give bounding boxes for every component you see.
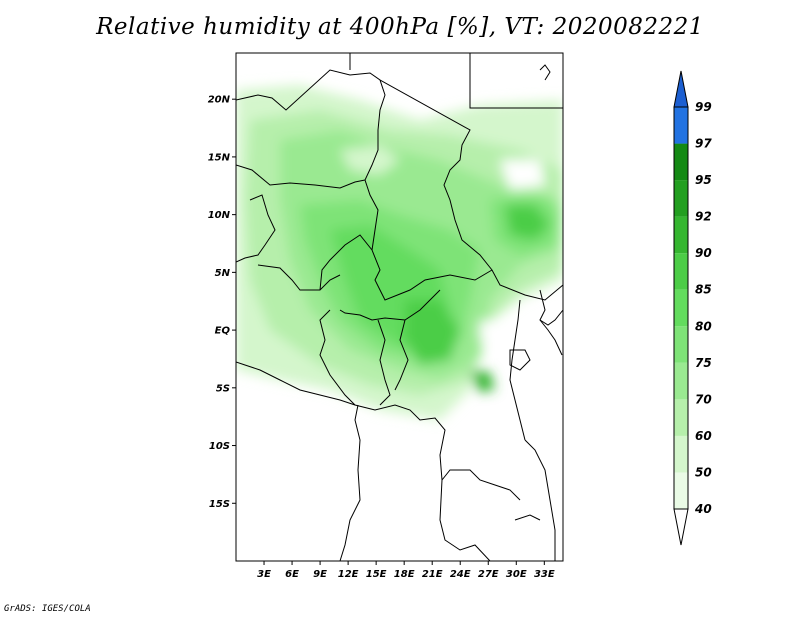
lat-label-15s: 15S: [209, 499, 230, 510]
lat-label-20n: 20N: [208, 95, 231, 106]
colorbar-frame: [673, 106, 689, 510]
lat-label-15n: 15N: [208, 152, 231, 163]
lon-label-33e: 33E: [534, 569, 555, 580]
credit-text: GrADS: IGES/COLA: [4, 604, 91, 614]
colorbar-bin-85: [674, 253, 688, 290]
colorbar-label-50: 50: [695, 465, 712, 479]
colorbar-label-92: 92: [695, 210, 712, 224]
lat-label-10s: 10S: [209, 441, 230, 452]
colorbar-bin-40: [674, 472, 688, 509]
lat-label-eq: EQ: [215, 326, 231, 337]
colorbar-label-90: 90: [695, 246, 712, 260]
lon-label-9e: 9E: [313, 569, 327, 580]
lon-label-27e: 27E: [478, 569, 499, 580]
map-frame: [235, 52, 564, 562]
lon-label-15e: 15E: [366, 569, 387, 580]
colorbar-bin-75: [674, 326, 688, 363]
colorbar-label-75: 75: [695, 356, 712, 370]
colorbar-bin-95: [674, 143, 688, 181]
colorbar-label-85: 85: [695, 283, 712, 297]
lon-label-3e: 3E: [257, 569, 271, 580]
colorbar-label-99: 99: [695, 100, 712, 114]
colorbar-top-arrow: [673, 70, 689, 108]
lon-label-30e: 30E: [506, 569, 527, 580]
colorbar-label-70: 70: [695, 392, 712, 406]
colorbar-bin-90: [674, 216, 688, 254]
colorbar-bin-92: [674, 180, 688, 217]
colorbar-bin-60: [674, 399, 688, 436]
map-title: Relative humidity at 400hPa [%], VT: 202…: [96, 14, 704, 40]
lon-label-18e: 18E: [394, 569, 415, 580]
colorbar-label-80: 80: [695, 319, 712, 333]
colorbar-bin-99: [674, 107, 688, 144]
colorbar-bin-70: [674, 362, 688, 400]
lat-label-5s: 5S: [216, 383, 230, 394]
lon-label-24e: 24E: [450, 569, 471, 580]
colorbar: 40 50 60 70 75 80 85 90 92 95 97 99: [673, 70, 712, 546]
lon-label-6e: 6E: [285, 569, 299, 580]
lon-label-21e: 21E: [422, 569, 443, 580]
colorbar-label-60: 60: [695, 429, 712, 443]
colorbar-bin-50: [674, 435, 688, 473]
latitude-axis: 20N 15N 10N 5N EQ 5S 10S 15S: [208, 95, 236, 510]
lat-label-10n: 10N: [208, 210, 231, 221]
colorbar-label-97: 97: [695, 137, 712, 151]
colorbar-bin-80: [674, 289, 688, 327]
lon-label-12e: 12E: [338, 569, 359, 580]
lat-label-5n: 5N: [215, 268, 231, 279]
colorbar-label-40: 40: [694, 502, 712, 516]
humidity-field: [236, 53, 563, 561]
colorbar-label-95: 95: [695, 173, 712, 187]
colorbar-bottom-arrow: [673, 508, 689, 546]
longitude-axis: 3E 6E 9E 12E 15E 18E 21E 24E 27E 30E 33E: [257, 561, 555, 580]
